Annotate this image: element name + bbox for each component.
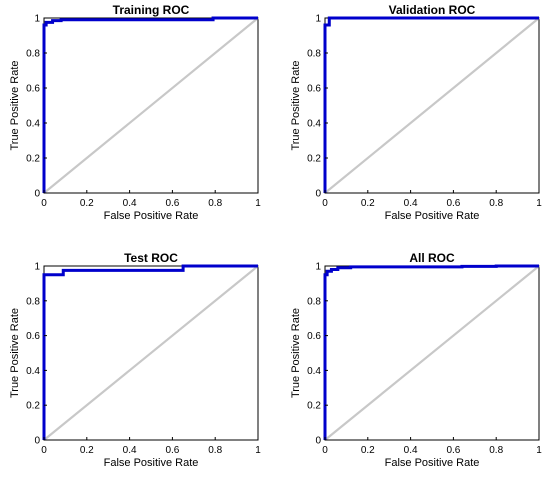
validation-roc-x-tick-label: 1 <box>536 198 542 209</box>
validation-roc-x-tick-label: 0.8 <box>489 198 503 209</box>
all-roc-chart: 0 0.2 0.4 0.6 0.8 1 0 0.2 0.4 0.6 0.8 1 All ROC False… <box>290 251 542 469</box>
test-roc-title: Test ROC <box>124 251 178 265</box>
validation-roc-y-tick-label: 0.6 <box>307 84 321 95</box>
all-roc-y-tick-label: 1 <box>315 262 321 273</box>
validation-roc-title: Validation ROC <box>389 3 476 17</box>
test-roc-y-tick-label: 0.8 <box>26 296 40 307</box>
training-roc-x-tick-label: 0.8 <box>208 198 222 209</box>
test-roc-roc-curve <box>42 264 258 440</box>
validation-roc-roc-curve <box>323 16 539 193</box>
all-roc-y-tick-label: 0.8 <box>307 296 321 307</box>
training-roc-reference-diagonal <box>43 17 259 194</box>
validation-roc-y-tick-label: 0 <box>315 189 321 200</box>
all-roc-x-tick-label: 0 <box>322 445 328 456</box>
training-roc-y-tick-label: 0.8 <box>26 49 40 60</box>
validation-roc-x-tick-label: 0.4 <box>404 198 418 209</box>
all-roc-x-tick-label: 1 <box>536 445 542 456</box>
training-roc-title: Training ROC <box>113 3 190 17</box>
test-roc-x-tick-label: 0 <box>41 445 47 456</box>
test-roc-y-tick-label: 0 <box>34 436 40 447</box>
validation-roc-y-tick-label: 0.8 <box>307 49 321 60</box>
training-roc-y-tick-label: 0 <box>34 189 40 200</box>
test-roc-x-axis-label: False Positive Rate <box>104 457 199 469</box>
validation-roc-x-tick-label: 0.2 <box>361 198 375 209</box>
all-roc-x-tick-label: 0.6 <box>446 445 460 456</box>
validation-roc-y-axis-label: True Positive Rate <box>290 60 302 150</box>
validation-roc-x-axis-label: False Positive Rate <box>385 210 480 222</box>
test-roc-reference-diagonal <box>43 265 259 441</box>
test-roc-y-axis-label: True Positive Rate <box>9 308 21 398</box>
training-roc-y-tick-label: 0.2 <box>26 154 40 165</box>
all-roc-y-tick-label: 0 <box>315 436 321 447</box>
test-roc-y-tick-label: 1 <box>34 262 40 273</box>
test-roc-x-tick-label: 1 <box>255 445 261 456</box>
all-roc-y-tick-label: 0.6 <box>307 331 321 342</box>
test-roc-x-tick-label: 0.4 <box>123 445 137 456</box>
validation-roc-x-tick-label: 0 <box>322 198 328 209</box>
training-roc-chart: 0 0.2 0.4 0.6 0.8 1 0 0.2 0.4 0.6 0.8 1 Training ROC… <box>9 3 261 222</box>
training-roc-x-tick-label: 1 <box>255 198 261 209</box>
training-roc-x-tick-label: 0.6 <box>165 198 179 209</box>
all-roc-y-tick-label: 0.4 <box>307 366 321 377</box>
all-roc-y-tick-label: 0.2 <box>307 401 321 412</box>
test-roc-x-tick-label: 0.8 <box>208 445 222 456</box>
training-roc-y-axis-label: True Positive Rate <box>9 60 21 150</box>
test-roc-y-tick-label: 0.6 <box>26 331 40 342</box>
training-roc-y-tick-label: 0.6 <box>26 84 40 95</box>
all-roc-x-axis-label: False Positive Rate <box>385 457 480 469</box>
test-roc-chart: 0 0.2 0.4 0.6 0.8 1 0 0.2 0.4 0.6 0.8 1 Test ROC Fals… <box>9 251 261 469</box>
all-roc-roc-curve <box>323 264 539 440</box>
all-roc-x-tick-label: 0.4 <box>404 445 418 456</box>
validation-roc-x-tick-label: 0.6 <box>446 198 460 209</box>
validation-roc-y-tick-label: 0.2 <box>307 154 321 165</box>
all-roc-title: All ROC <box>409 251 455 265</box>
training-roc-x-tick-label: 0 <box>41 198 47 209</box>
validation-roc-y-tick-label: 1 <box>315 14 321 25</box>
training-roc-y-tick-label: 0.4 <box>26 119 40 130</box>
test-roc-x-tick-label: 0.6 <box>165 445 179 456</box>
validation-roc-y-tick-label: 0.4 <box>307 119 321 130</box>
all-roc-x-tick-label: 0.2 <box>361 445 375 456</box>
training-roc-x-tick-label: 0.4 <box>123 198 137 209</box>
test-roc-x-tick-label: 0.2 <box>80 445 94 456</box>
training-roc-roc-curve <box>42 16 258 193</box>
validation-roc-chart: 0 0.2 0.4 0.6 0.8 1 0 0.2 0.4 0.6 0.8 1 Validation R… <box>290 3 542 222</box>
training-roc-y-tick-label: 1 <box>34 14 40 25</box>
training-roc-x-axis-label: False Positive Rate <box>104 210 199 222</box>
validation-roc-reference-diagonal <box>324 17 540 194</box>
all-roc-reference-diagonal <box>324 265 540 441</box>
test-roc-y-tick-label: 0.4 <box>26 366 40 377</box>
training-roc-x-tick-label: 0.2 <box>80 198 94 209</box>
all-roc-y-axis-label: True Positive Rate <box>290 308 302 398</box>
all-roc-x-tick-label: 0.8 <box>489 445 503 456</box>
test-roc-y-tick-label: 0.2 <box>26 401 40 412</box>
